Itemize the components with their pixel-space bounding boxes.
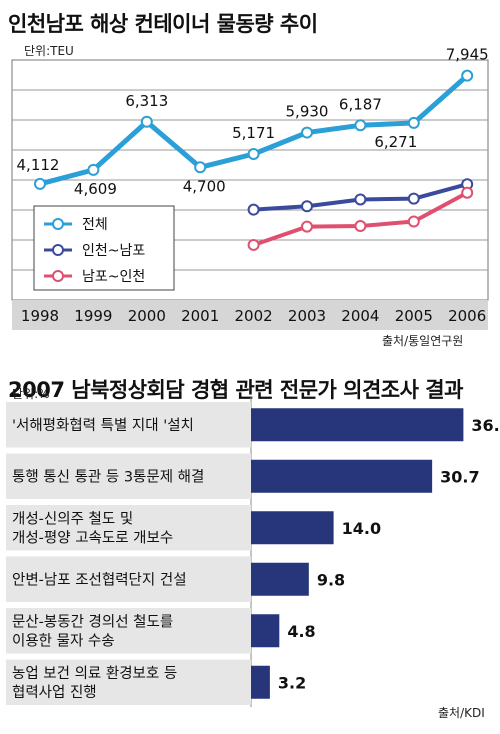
data-point [407,192,420,205]
chart1-unit: 단위:TEU [24,44,74,58]
bar [251,408,464,442]
data-point [194,161,207,174]
x-tick-label: 2004 [341,307,379,325]
data-point [461,69,474,82]
x-tick-label: 1998 [21,307,59,325]
category-label: '서해평화협력 특별 지대 '설치 [12,417,194,434]
data-point [247,238,260,251]
value-label: 30.7 [440,467,479,486]
legend-marker [52,218,64,230]
category-label: 개성-신의주 철도 및 [12,510,133,527]
bar [251,511,334,545]
value-label: 4.8 [287,622,315,641]
chart1-title: 인천남포 해상 컨테이너 물동량 추이 [8,12,318,36]
data-point [301,200,313,213]
category-label: 농업 보건 의료 환경보호 등 [12,665,177,682]
category-band [6,453,251,499]
data-point [34,177,46,190]
x-tick-label: 1999 [74,307,112,325]
data-point [354,119,367,132]
data-point [407,116,420,129]
bar [251,614,280,648]
data-label: 7,945 [446,46,489,64]
x-tick-label: 2005 [395,307,433,325]
data-label: 4,609 [74,180,117,198]
data-label: 4,112 [17,156,60,174]
chart1-source: 출처/통일연구원 [382,334,464,348]
data-point [407,215,420,228]
data-point [247,203,260,216]
chart2-source: 출처/KDI [438,706,485,720]
x-tick-label: 2003 [288,307,326,325]
category-label: 협력사업 진행 [12,684,97,701]
x-tick-label: 2002 [235,307,273,325]
category-label: 개성-평양 고속도로 개보수 [12,529,173,546]
data-point [301,126,313,139]
value-label: 36.0 [471,416,500,435]
category-label: 이용한 물자 수송 [12,632,115,649]
legend-label: 인천~남포 [82,243,145,259]
x-axis-band [12,300,488,330]
category-band [6,608,251,654]
data-label: 5,171 [232,124,275,142]
category-band [6,505,251,551]
chart2-unit: 단위:% [12,387,50,401]
bar [251,665,270,699]
x-tick-label: 2001 [181,307,219,325]
category-label: 안변-남포 조선협력단지 건설 [12,571,187,588]
data-label: 4,700 [183,177,226,195]
data-label: 6,313 [125,92,168,110]
category-label: 문산-봉동간 경의선 철도를 [12,613,173,630]
data-point [301,220,313,233]
bar [251,562,309,596]
value-label: 9.8 [317,570,345,589]
x-tick-label: 2000 [128,307,166,325]
x-tick-label: 2006 [448,307,486,325]
data-point [461,186,474,199]
legend-label: 전체 [82,217,108,233]
data-point [140,115,153,128]
data-label: 5,930 [286,103,329,121]
data-point [354,220,367,233]
data-point [354,193,367,206]
legend-label: 남포~인천 [82,269,145,285]
category-band [6,402,251,448]
bar [251,459,433,493]
chart2-title: 2007 남북정상회담 경협 관련 전문가 의견조사 결과 [8,378,463,402]
value-label: 14.0 [342,519,381,538]
legend-marker [52,244,64,256]
category-band [6,556,251,602]
data-point [87,163,100,176]
category-label: 통행 통신 통관 등 3통문제 해결 [12,468,204,485]
category-band [6,659,251,705]
legend-marker [52,270,64,282]
data-point [247,147,260,160]
data-label: 6,187 [339,95,382,113]
value-label: 3.2 [278,673,306,692]
data-label: 6,271 [374,133,417,151]
line-chart: 1998 1999 2000 2001 2002 2003 2004 2005 2006 4,11… [11,46,489,330]
